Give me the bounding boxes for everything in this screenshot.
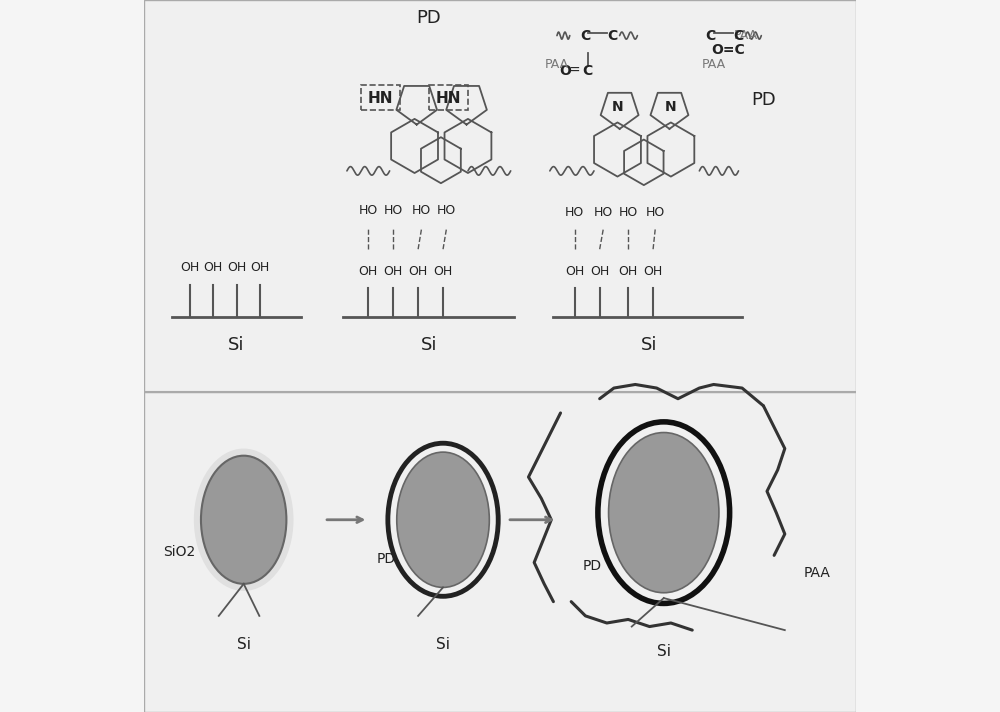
Text: Si: Si	[436, 637, 450, 652]
Text: HO: HO	[565, 206, 584, 219]
Text: OH: OH	[227, 261, 246, 274]
Text: PAA: PAA	[803, 566, 830, 580]
Bar	[144, 0, 856, 392]
Text: C: C	[705, 28, 715, 43]
Text: HO: HO	[384, 204, 403, 217]
Text: N: N	[665, 100, 677, 114]
Text: PD: PD	[416, 9, 441, 27]
Ellipse shape	[201, 456, 286, 584]
Text: PD: PD	[583, 559, 602, 573]
Text: OH: OH	[203, 261, 223, 274]
Text: PAA: PAA	[702, 58, 726, 70]
Text: Si: Si	[421, 336, 437, 355]
Bar	[429, 85, 468, 110]
Text: Si: Si	[237, 637, 251, 652]
Text: PAA: PAA	[545, 58, 569, 70]
Text: OH: OH	[359, 265, 378, 278]
Text: C: C	[580, 28, 591, 43]
Text: OH: OH	[643, 265, 663, 278]
Text: O: O	[560, 64, 571, 78]
Text: OH: OH	[565, 265, 584, 278]
Ellipse shape	[194, 449, 294, 591]
Text: HO: HO	[619, 206, 638, 219]
Text: OH: OH	[384, 265, 403, 278]
Text: C: C	[582, 64, 593, 78]
Text: OH: OH	[433, 265, 453, 278]
Ellipse shape	[391, 447, 495, 592]
Text: Si: Si	[641, 336, 658, 355]
Text: SiO2: SiO2	[163, 545, 196, 559]
Bar	[361, 85, 400, 110]
Text: OH: OH	[250, 261, 270, 274]
Text: OH: OH	[408, 265, 428, 278]
Text: HO: HO	[594, 206, 613, 219]
Text: C: C	[607, 28, 618, 43]
Text: OH: OH	[181, 261, 200, 274]
Text: HN: HN	[435, 90, 461, 106]
Text: HO: HO	[437, 204, 456, 217]
Text: Si: Si	[228, 336, 245, 355]
Text: PD: PD	[751, 90, 776, 109]
Text: OH: OH	[619, 265, 638, 278]
Text: HN: HN	[368, 90, 393, 106]
Text: O=C: O=C	[711, 43, 745, 57]
Ellipse shape	[397, 452, 489, 587]
Ellipse shape	[609, 432, 719, 592]
Ellipse shape	[603, 426, 725, 599]
Text: Si: Si	[657, 644, 671, 659]
Text: PAA: PAA	[734, 29, 758, 42]
Text: HO: HO	[359, 204, 378, 217]
Text: HO: HO	[412, 204, 431, 217]
Text: OH: OH	[590, 265, 609, 278]
Text: PD: PD	[377, 552, 396, 566]
Text: N: N	[612, 100, 623, 114]
Text: =: =	[569, 64, 581, 78]
Text: C: C	[733, 28, 744, 43]
Text: HO: HO	[646, 206, 665, 219]
Bar	[144, 392, 856, 712]
